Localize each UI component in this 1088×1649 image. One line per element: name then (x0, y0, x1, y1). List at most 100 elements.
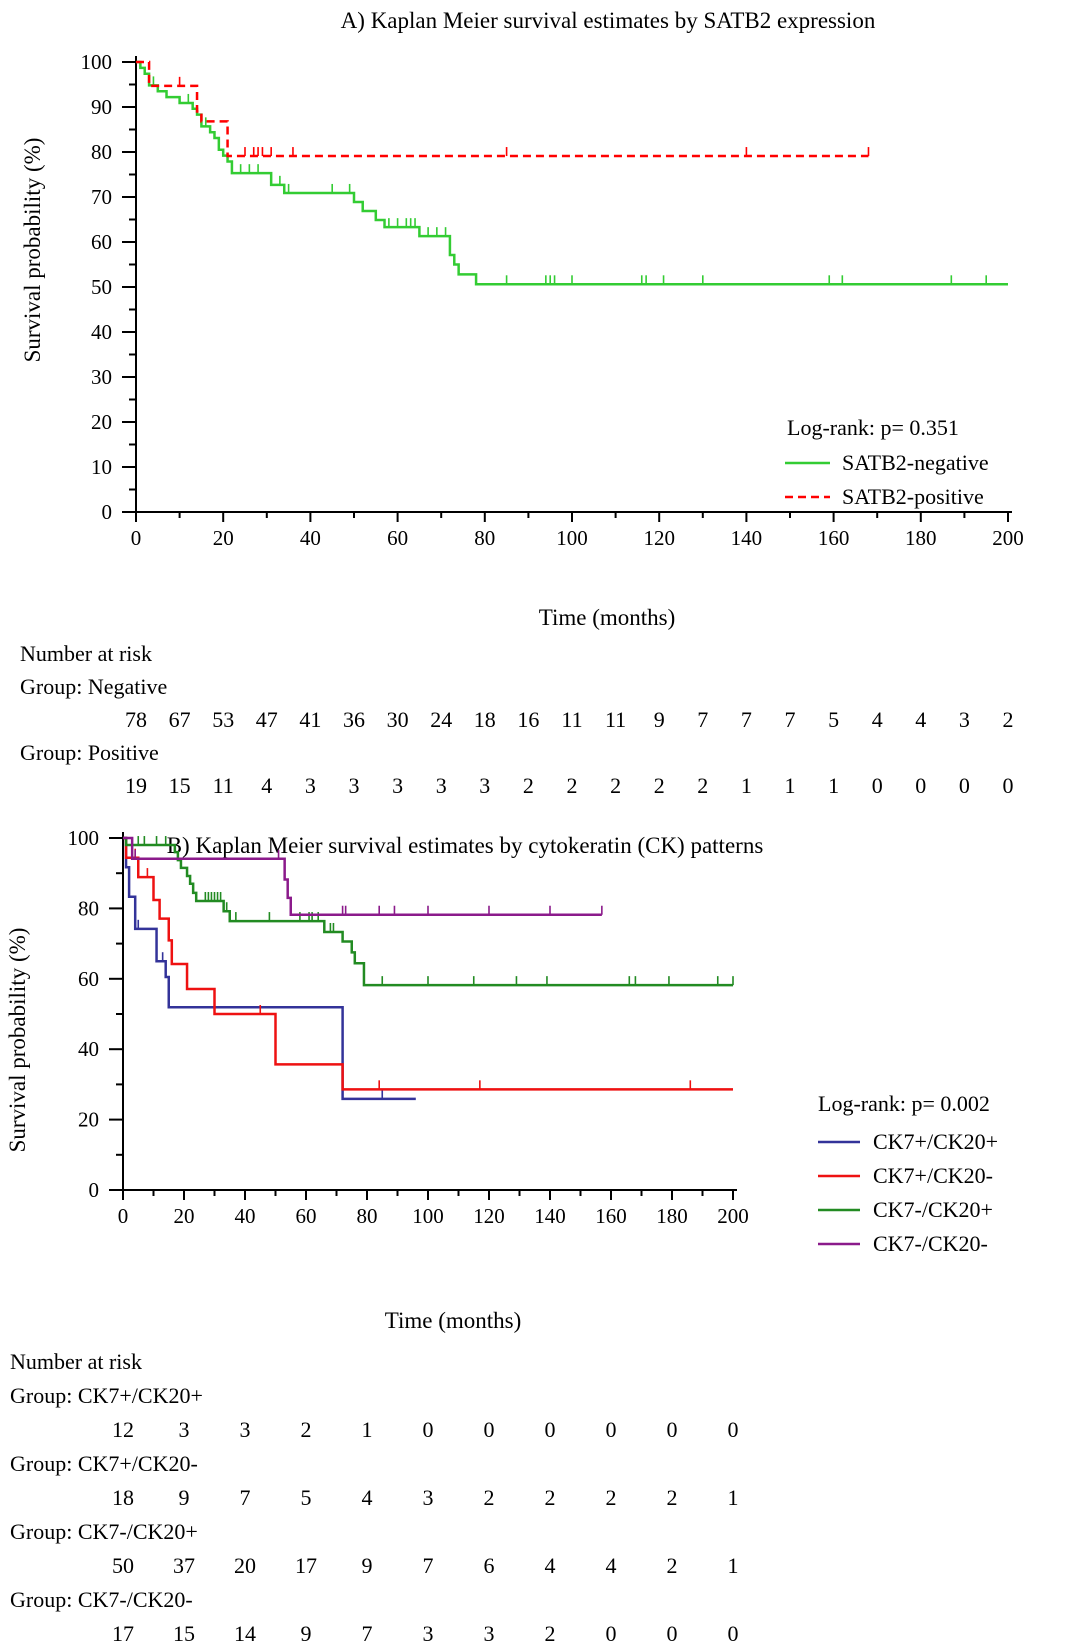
chart-b-risk-count: 17 (295, 1553, 317, 1578)
chart-b-risk-count: 14 (234, 1621, 256, 1646)
chart-a-risk-count: 47 (256, 707, 278, 732)
chart-b-risk-count: 37 (173, 1553, 195, 1578)
chart-a-y-tick-label: 10 (91, 455, 112, 479)
chart-b-risk-heading: Number at risk (10, 1349, 142, 1374)
chart-b-x-axis-label: Time (months) (385, 1308, 522, 1333)
chart-a-plot-area (136, 60, 1008, 286)
chart-a-risk-count: 4 (872, 707, 883, 732)
chart-a-risk-count: 24 (430, 707, 452, 732)
chart-a-risk-count: 9 (654, 707, 665, 732)
chart-a-risk-count: 2 (610, 773, 621, 798)
chart-a-y-tick-label: 0 (102, 500, 113, 524)
chart-b-risk-count: 0 (484, 1417, 495, 1442)
chart-b-series-line-3 (123, 836, 733, 987)
chart-b-risk-count: 2 (545, 1621, 556, 1646)
chart-a-x-tick-label: 140 (731, 526, 763, 550)
chart-b-legend: Log-rank: p= 0.002 CK7+/CK20+ CK7+/CK20-… (818, 1091, 998, 1256)
chart-a-risk-table: Number at risk Group: Negative Group: Po… (20, 641, 1014, 798)
chart-b-risk-count: 3 (423, 1485, 434, 1510)
chart-b-y-tick-label: 20 (78, 1108, 99, 1132)
chart-b-x-tick-label: 160 (595, 1204, 627, 1228)
chart-a-x-tick-label: 80 (474, 526, 495, 550)
chart-a-risk-count: 15 (169, 773, 191, 798)
chart-a-x-tick-label: 120 (643, 526, 675, 550)
chart-b-risk-count: 6 (484, 1553, 495, 1578)
chart-b-risk-counts: 12 3 3 2 1 0 0 0 0 0 018 9 7 5 4 3 2 2 2 2 150 37 20 17 9 7 6 4 4 2 11… (112, 1417, 739, 1646)
chart-b-risk-count: 0 (606, 1621, 617, 1646)
chart-b-series-line-2 (123, 836, 733, 1091)
chart-a-risk-count: 18 (474, 707, 496, 732)
chart-a-legend-title: Log-rank: p= 0.351 (787, 415, 959, 440)
chart-b-x-tick-label: 0 (118, 1204, 129, 1228)
chart-a-y-tick-label: 100 (81, 50, 113, 74)
chart-b-risk-count: 12 (112, 1417, 134, 1442)
chart-b-risk-count: 2 (545, 1485, 556, 1510)
chart-a-risk-count: 3 (305, 773, 316, 798)
chart-b-risk-group-label-4: Group: CK7-/CK20- (10, 1587, 193, 1612)
chart-a-legend-entry-positive: SATB2-positive (842, 484, 984, 509)
chart-a-y-tick-label: 50 (91, 275, 112, 299)
chart-a-risk-count: 67 (169, 707, 191, 732)
chart-b-risk-count: 3 (179, 1417, 190, 1442)
chart-a-y-tick-label: 90 (91, 95, 112, 119)
chart-a-y-tick-label: 20 (91, 410, 112, 434)
chart-a-risk-heading: Number at risk (20, 641, 152, 666)
chart-b-y-tick-label: 60 (78, 967, 99, 991)
chart-b-risk-count: 0 (667, 1621, 678, 1646)
chart-a-legend: Log-rank: p= 0.351 SATB2-negative SATB2-… (785, 415, 989, 509)
chart-a-risk-count: 3 (349, 773, 360, 798)
chart-a-risk-counts: 78 67 53 47 41 36 30 24 18 16 11 11 9 7 7 7 5 4 4 3 219 15 11 4… (125, 707, 1014, 798)
chart-b-risk-count: 15 (173, 1621, 195, 1646)
chart-a-risk-count: 41 (299, 707, 321, 732)
chart-b-risk-count: 0 (728, 1621, 739, 1646)
chart-b-risk-count: 4 (545, 1553, 556, 1578)
chart-a-risk-count: 78 (125, 707, 147, 732)
chart-a-risk-count: 2 (567, 773, 578, 798)
chart-b-risk-count: 50 (112, 1553, 134, 1578)
chart-b-risk-count: 0 (728, 1417, 739, 1442)
chart-b-risk-count: 2 (667, 1485, 678, 1510)
chart-a-risk-count: 0 (959, 773, 970, 798)
chart-a-y-tick-label: 40 (91, 320, 112, 344)
chart-b-risk-count: 0 (423, 1417, 434, 1442)
chart-b-risk-count: 3 (240, 1417, 251, 1442)
chart-b-x-tick-label: 120 (473, 1204, 505, 1228)
chart-b-risk-count: 2 (301, 1417, 312, 1442)
chart-a-series-line-1 (136, 60, 1008, 286)
chart-b-x-tick-label: 140 (534, 1204, 566, 1228)
chart-a-risk-count: 7 (697, 707, 708, 732)
chart-a-risk-count: 3 (959, 707, 970, 732)
chart-b-series-line-4 (123, 836, 602, 916)
chart-b-legend-entry-ck7pos-ck20neg: CK7+/CK20- (873, 1163, 993, 1188)
chart-b-risk-count: 0 (545, 1417, 556, 1442)
chart-a-x-tick-label: 20 (213, 526, 234, 550)
chart-b-risk-count: 18 (112, 1485, 134, 1510)
chart-a-x-tick-label: 40 (300, 526, 321, 550)
chart-a-risk-count: 11 (561, 707, 582, 732)
chart-a-y-axis-label: Survival probability (%) (20, 138, 45, 363)
chart-b-plot-area (123, 836, 734, 1101)
chart-a-axes: 0 20 40 60 80 100 120 140 160 180 200 0 10 20 30 40 50 60… (81, 50, 1024, 550)
chart-b-risk-count: 5 (301, 1485, 312, 1510)
chart-a-x-tick-label: 0 (131, 526, 142, 550)
chart-a-x-tick-label: 180 (905, 526, 937, 550)
chart-a-y-tick-label: 30 (91, 365, 112, 389)
chart-a-risk-count: 3 (479, 773, 490, 798)
chart-b-y-tick-label: 80 (78, 896, 99, 920)
chart-a-risk-count: 36 (343, 707, 365, 732)
chart-b-risk-count: 7 (423, 1553, 434, 1578)
chart-b-risk-count: 4 (606, 1553, 617, 1578)
chart-a-x-tick-label: 100 (556, 526, 588, 550)
chart-b-legend-entry-ck7neg-ck20pos: CK7-/CK20+ (873, 1197, 993, 1222)
chart-b-risk-count: 2 (606, 1485, 617, 1510)
chart-a-risk-count: 2 (1003, 707, 1014, 732)
chart-b-y-tick-label: 0 (89, 1178, 100, 1202)
chart-b-risk-count: 20 (234, 1553, 256, 1578)
chart-a-risk-count: 4 (261, 773, 272, 798)
chart-a-risk-count: 0 (1003, 773, 1014, 798)
panel-a-chart: A) Kaplan Meier survival estimates by SA… (20, 8, 1024, 798)
chart-a-y-tick-label: 60 (91, 230, 112, 254)
chart-a-risk-count: 1 (741, 773, 752, 798)
